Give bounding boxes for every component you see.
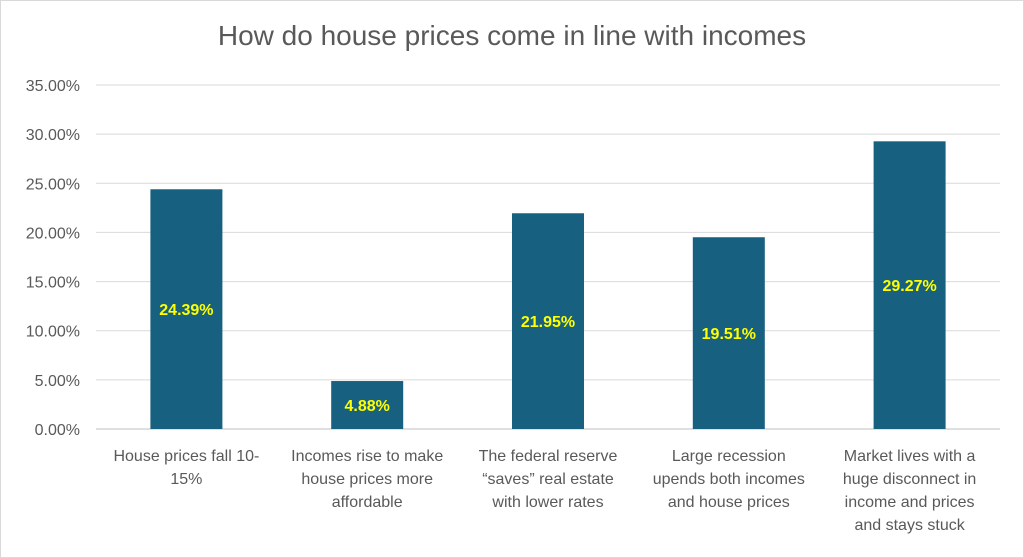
y-tick-label: 15.00% bbox=[26, 275, 80, 292]
data-label: 19.51% bbox=[702, 326, 756, 343]
bars bbox=[150, 141, 946, 429]
y-tick-label: 25.00% bbox=[26, 176, 80, 193]
y-tick-label: 10.00% bbox=[26, 324, 80, 341]
y-tick-label: 5.00% bbox=[35, 373, 80, 390]
y-axis-labels: 0.00% 5.00% 10.00% 15.00% 20.00% 25.00% 30.00%… bbox=[26, 78, 80, 439]
bar bbox=[873, 141, 946, 429]
data-label: 24.39% bbox=[159, 302, 213, 319]
x-category-label: Large recession upends both incomes and ho… bbox=[653, 448, 805, 511]
y-tick-label: 35.00% bbox=[26, 78, 80, 95]
data-label: 21.95% bbox=[521, 314, 575, 331]
x-axis-labels: House prices fall 10-15% Incomes rise to … bbox=[113, 448, 976, 534]
data-label: 29.27% bbox=[882, 278, 936, 295]
bar bbox=[692, 237, 765, 429]
x-category-label: Incomes rise to make house prices more aff… bbox=[291, 448, 443, 511]
y-tick-label: 20.00% bbox=[26, 225, 80, 242]
x-category-label: The federal reserve “saves” real estate wi… bbox=[479, 448, 618, 511]
y-tick-label: 30.00% bbox=[26, 127, 80, 144]
bar bbox=[512, 213, 584, 429]
x-category-label: House prices fall 10-15% bbox=[113, 448, 259, 488]
data-labels: 24.39% 4.88% 21.95% 19.51% 29.27% bbox=[159, 278, 936, 415]
bar bbox=[150, 189, 223, 429]
data-label: 4.88% bbox=[345, 398, 390, 415]
chart-title: How do house prices come in line with in… bbox=[217, 20, 807, 51]
bar bbox=[331, 381, 404, 429]
y-tick-label: 0.00% bbox=[35, 422, 80, 439]
x-category-label: Market lives with a huge disconnect in inc… bbox=[843, 448, 976, 534]
